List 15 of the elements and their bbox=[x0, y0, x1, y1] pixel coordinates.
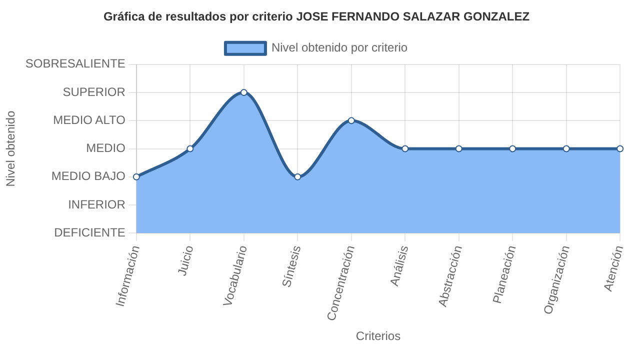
text: MEDIO BAJO bbox=[51, 169, 126, 184]
x-tick-label: Juicio bbox=[174, 244, 196, 278]
x-tick-label: Síntesis bbox=[279, 244, 304, 289]
legend-label: Nivel obtenido por criterio bbox=[271, 40, 408, 55]
text: SOBRESALIENTE bbox=[25, 56, 126, 71]
chart-title: Gráfica de resultados por criterio JOSE FERNANDO SALAZAR GONZALEZ bbox=[103, 10, 530, 24]
x-axis-title: Criterios bbox=[356, 329, 401, 344]
text: Nivel obtenido bbox=[4, 110, 18, 187]
x-tick-label: Atención bbox=[600, 244, 626, 293]
text: MEDIO bbox=[86, 141, 126, 156]
text: MEDIO ALTO bbox=[53, 112, 126, 127]
text: INFERIOR bbox=[68, 197, 126, 212]
text: SUPERIOR bbox=[62, 84, 126, 99]
x-tick-label: Análisis bbox=[387, 244, 412, 288]
text: DEFICIENTE bbox=[54, 225, 126, 240]
